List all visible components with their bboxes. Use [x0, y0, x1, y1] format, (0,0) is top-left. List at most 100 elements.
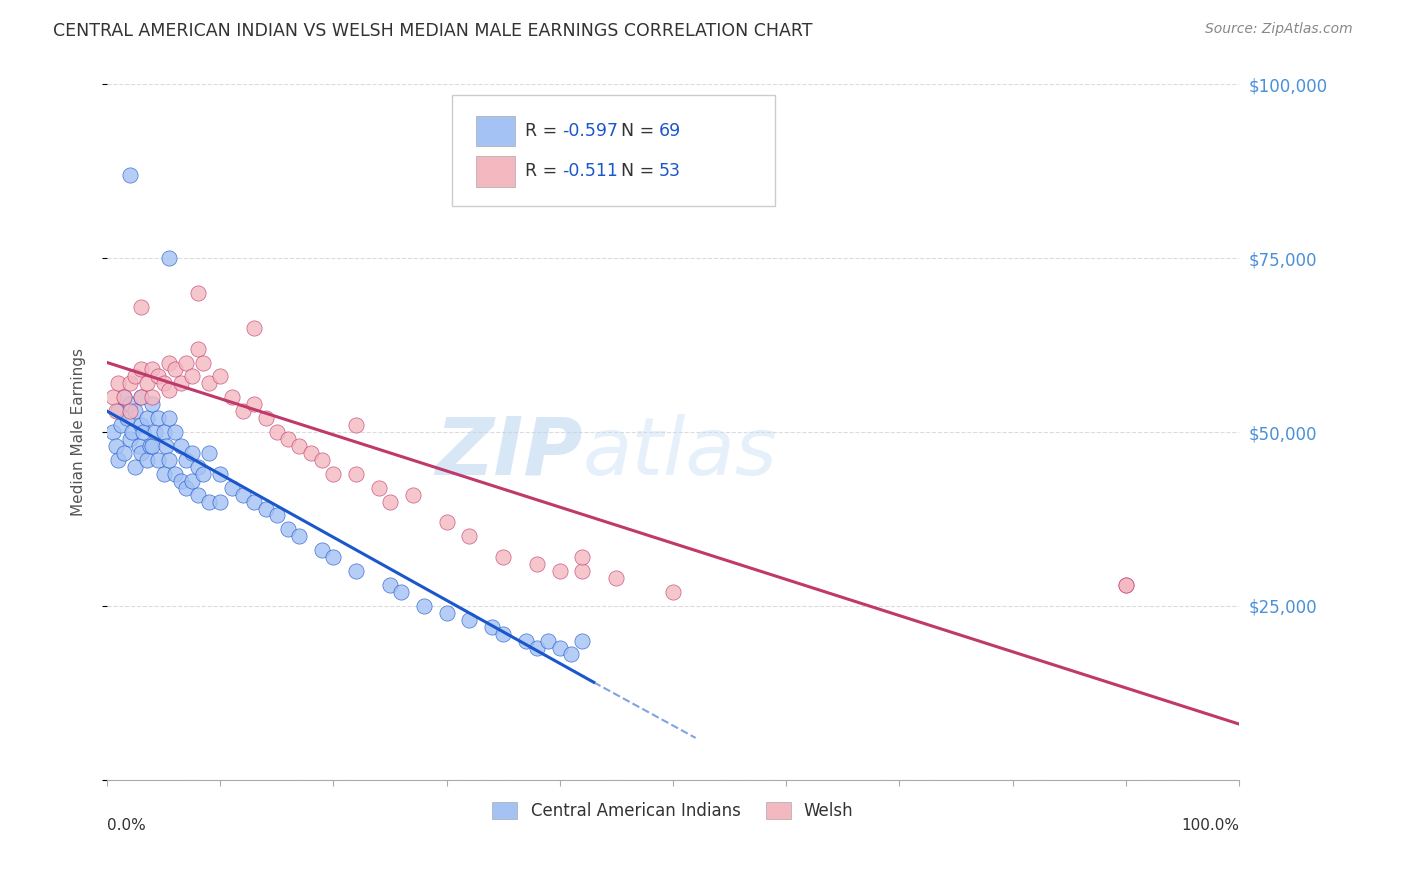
- Point: [299, 446, 322, 460]
- Point: [112, 390, 135, 404]
- Point: [413, 599, 436, 613]
- Point: [169, 439, 191, 453]
- Point: [128, 439, 150, 453]
- Point: [129, 362, 152, 376]
- Text: ZIP: ZIP: [434, 414, 582, 491]
- Point: [110, 418, 132, 433]
- Point: [548, 564, 571, 578]
- Point: [163, 467, 186, 481]
- Point: [118, 168, 141, 182]
- Point: [198, 376, 221, 391]
- Point: [176, 453, 198, 467]
- Point: [254, 501, 277, 516]
- Point: [221, 481, 243, 495]
- Point: [515, 633, 537, 648]
- Point: [1115, 578, 1137, 592]
- Point: [163, 362, 186, 376]
- Text: 0.0%: 0.0%: [107, 818, 146, 833]
- Text: R =: R =: [524, 162, 562, 180]
- Point: [129, 390, 152, 404]
- Point: [458, 613, 481, 627]
- Point: [105, 439, 128, 453]
- Point: [152, 376, 174, 391]
- Point: [322, 467, 344, 481]
- Point: [141, 397, 163, 411]
- Point: [378, 578, 401, 592]
- Point: [344, 467, 367, 481]
- Point: [198, 446, 221, 460]
- Point: [118, 397, 141, 411]
- Point: [571, 633, 593, 648]
- Point: [193, 467, 215, 481]
- Point: [155, 439, 177, 453]
- Point: [209, 369, 232, 384]
- Text: -0.597: -0.597: [562, 122, 619, 140]
- Text: R =: R =: [524, 122, 562, 140]
- Text: atlas: atlas: [582, 414, 778, 491]
- Point: [288, 439, 311, 453]
- Point: [107, 376, 129, 391]
- Point: [135, 411, 157, 425]
- Point: [402, 487, 425, 501]
- Point: [526, 640, 548, 655]
- Point: [139, 439, 162, 453]
- Point: [209, 494, 232, 508]
- Point: [389, 585, 412, 599]
- Point: [129, 300, 152, 314]
- Point: [105, 404, 128, 418]
- Point: [101, 425, 124, 439]
- Point: [146, 411, 169, 425]
- Point: [152, 467, 174, 481]
- Point: [141, 362, 163, 376]
- Point: [141, 439, 163, 453]
- Point: [322, 550, 344, 565]
- Point: [118, 376, 141, 391]
- Point: [118, 432, 141, 446]
- Point: [344, 564, 367, 578]
- Point: [129, 418, 152, 433]
- Point: [232, 487, 254, 501]
- Text: N =: N =: [621, 162, 659, 180]
- Point: [254, 411, 277, 425]
- Point: [143, 425, 166, 439]
- Point: [232, 404, 254, 418]
- Point: [112, 390, 135, 404]
- Point: [107, 404, 129, 418]
- Point: [169, 474, 191, 488]
- FancyBboxPatch shape: [477, 156, 515, 186]
- Point: [193, 355, 215, 369]
- Point: [458, 529, 481, 543]
- Text: N =: N =: [621, 122, 659, 140]
- Point: [605, 571, 627, 585]
- Point: [124, 459, 146, 474]
- Point: [243, 494, 266, 508]
- Point: [571, 564, 593, 578]
- Point: [221, 390, 243, 404]
- Text: 69: 69: [658, 122, 681, 140]
- Point: [537, 633, 560, 648]
- Point: [187, 487, 209, 501]
- Point: [436, 516, 458, 530]
- Point: [157, 355, 180, 369]
- Point: [129, 390, 152, 404]
- Point: [157, 252, 180, 266]
- Point: [662, 585, 685, 599]
- Point: [176, 481, 198, 495]
- Point: [436, 606, 458, 620]
- Point: [378, 494, 401, 508]
- Point: [277, 522, 299, 536]
- Point: [209, 467, 232, 481]
- Legend: Central American Indians, Welsh: Central American Indians, Welsh: [485, 796, 860, 827]
- FancyBboxPatch shape: [453, 95, 775, 206]
- Point: [121, 425, 143, 439]
- Point: [311, 453, 333, 467]
- Point: [243, 397, 266, 411]
- Point: [243, 320, 266, 334]
- Point: [481, 620, 503, 634]
- Point: [571, 550, 593, 565]
- Point: [176, 355, 198, 369]
- Point: [146, 453, 169, 467]
- Text: 100.0%: 100.0%: [1181, 818, 1239, 833]
- Point: [157, 384, 180, 398]
- Point: [124, 404, 146, 418]
